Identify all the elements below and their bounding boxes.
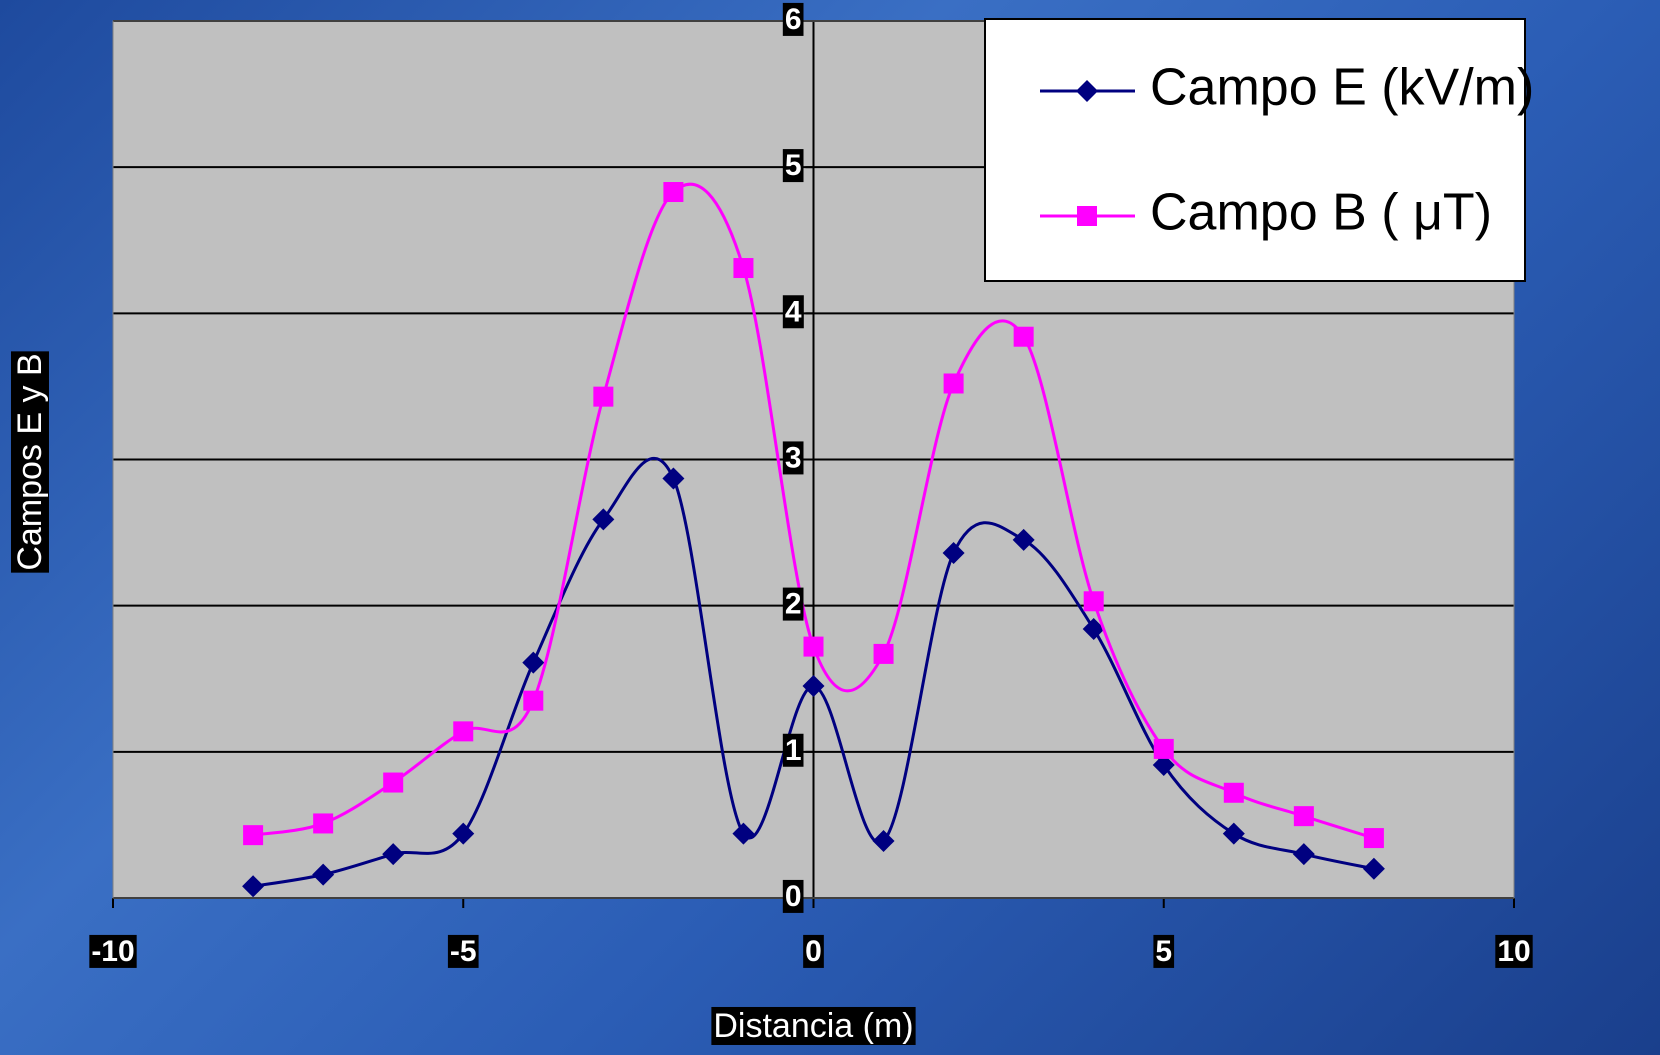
data-point [1153, 738, 1174, 759]
y-tick-label: 4 [785, 295, 802, 328]
x-tick-label: 10 [1497, 935, 1530, 968]
y-tick-label-bg [782, 879, 804, 913]
legend-label: Campo B ( μT) [1150, 184, 1492, 242]
x-tick-label-bg [89, 934, 137, 968]
y-tick-label-group: 2 [782, 587, 804, 621]
y-tick-label-bg [782, 2, 804, 36]
data-point [1363, 828, 1384, 849]
data-point [1082, 618, 1105, 641]
x-tick-label-group: -5 [447, 934, 479, 968]
series-line [252, 457, 1375, 888]
series-line [252, 182, 1375, 840]
labels: 0 1 2 3 4 5 6 -10 -5 0 5 10 Distancia (m) Campos E y … [10, 2, 1533, 1045]
x-tick-label-bg [803, 934, 824, 968]
x-tick-label: 0 [805, 935, 822, 968]
legend-box [984, 18, 1526, 282]
data-point [1083, 591, 1104, 612]
marks [242, 182, 1385, 898]
plot-border [112, 20, 1515, 899]
data-point [592, 508, 615, 531]
y-axis-title-bg [10, 351, 49, 573]
y-axis-title: Campos E y B [11, 353, 49, 570]
y-tick-label: 3 [785, 441, 802, 474]
y-tick-label-group: 5 [782, 149, 804, 183]
x-tick-label: -10 [91, 935, 134, 968]
x-tick-label-group: 0 [803, 934, 824, 968]
data-point [943, 373, 964, 394]
data-point [242, 875, 265, 898]
y-tick-label-bg [782, 295, 804, 329]
data-point [802, 675, 825, 698]
y-tick-label-group: 6 [782, 2, 804, 36]
x-axis-title-group: Distancia (m) [711, 1006, 916, 1045]
x-tick-label-group: -10 [89, 934, 137, 968]
data-point [873, 643, 894, 664]
data-point [803, 636, 824, 657]
y-tick-label: 2 [785, 588, 802, 621]
data-point [733, 258, 754, 279]
y-tick-label: 6 [785, 3, 802, 36]
data-point [662, 467, 685, 490]
data-point [872, 829, 895, 852]
data-point [1223, 782, 1244, 803]
x-tick-label-bg [1153, 934, 1175, 968]
x-tick-label: 5 [1155, 935, 1172, 968]
data-point [452, 822, 475, 845]
x-tick-label-bg [1495, 934, 1533, 968]
y-tick-label-group: 3 [782, 441, 804, 475]
data-point [1362, 857, 1385, 880]
data-point [663, 182, 684, 203]
data-point [732, 822, 755, 845]
y-tick-label-bg [782, 149, 804, 183]
y-tick-label-bg [782, 441, 804, 475]
data-point [523, 690, 544, 711]
data-point [1293, 806, 1314, 827]
data-point [593, 386, 614, 407]
data-point [522, 651, 545, 674]
data-point [942, 542, 965, 565]
y-tick-label-bg [782, 733, 804, 767]
data-point [313, 813, 334, 834]
x-tick-label-bg [447, 934, 479, 968]
data-point [1292, 843, 1315, 866]
data-point [312, 863, 335, 886]
y-tick-label-group: 4 [782, 295, 804, 329]
x-tick-label-group: 10 [1495, 934, 1533, 968]
data-point [243, 825, 264, 846]
y-tick-label: 1 [785, 734, 802, 767]
x-axis-title-bg [711, 1006, 916, 1045]
x-axis-title: Distancia (m) [713, 1007, 913, 1045]
legend: Campo E (kV/m) Campo B ( μT) [984, 18, 1534, 282]
legend-marker [1076, 80, 1098, 102]
legend-label: Campo E (kV/m) [1150, 59, 1534, 117]
x-tick-label-group: 5 [1153, 934, 1175, 968]
y-tick-label: 5 [785, 149, 802, 182]
y-tick-label: 0 [785, 880, 802, 913]
y-tick-label-group: 1 [782, 733, 804, 767]
data-point [1152, 753, 1175, 776]
data-point [1013, 326, 1034, 347]
data-point [453, 721, 474, 742]
y-tick-label-bg [782, 587, 804, 621]
data-point [382, 843, 405, 866]
y-tick-label-group: 0 [782, 879, 804, 913]
legend-marker [1077, 206, 1097, 226]
data-point [1012, 528, 1035, 551]
x-tick-label: -5 [450, 935, 477, 968]
y-axis-title-group: Campos E y B [10, 351, 49, 573]
data-point [1222, 822, 1245, 845]
data-point [383, 772, 404, 793]
